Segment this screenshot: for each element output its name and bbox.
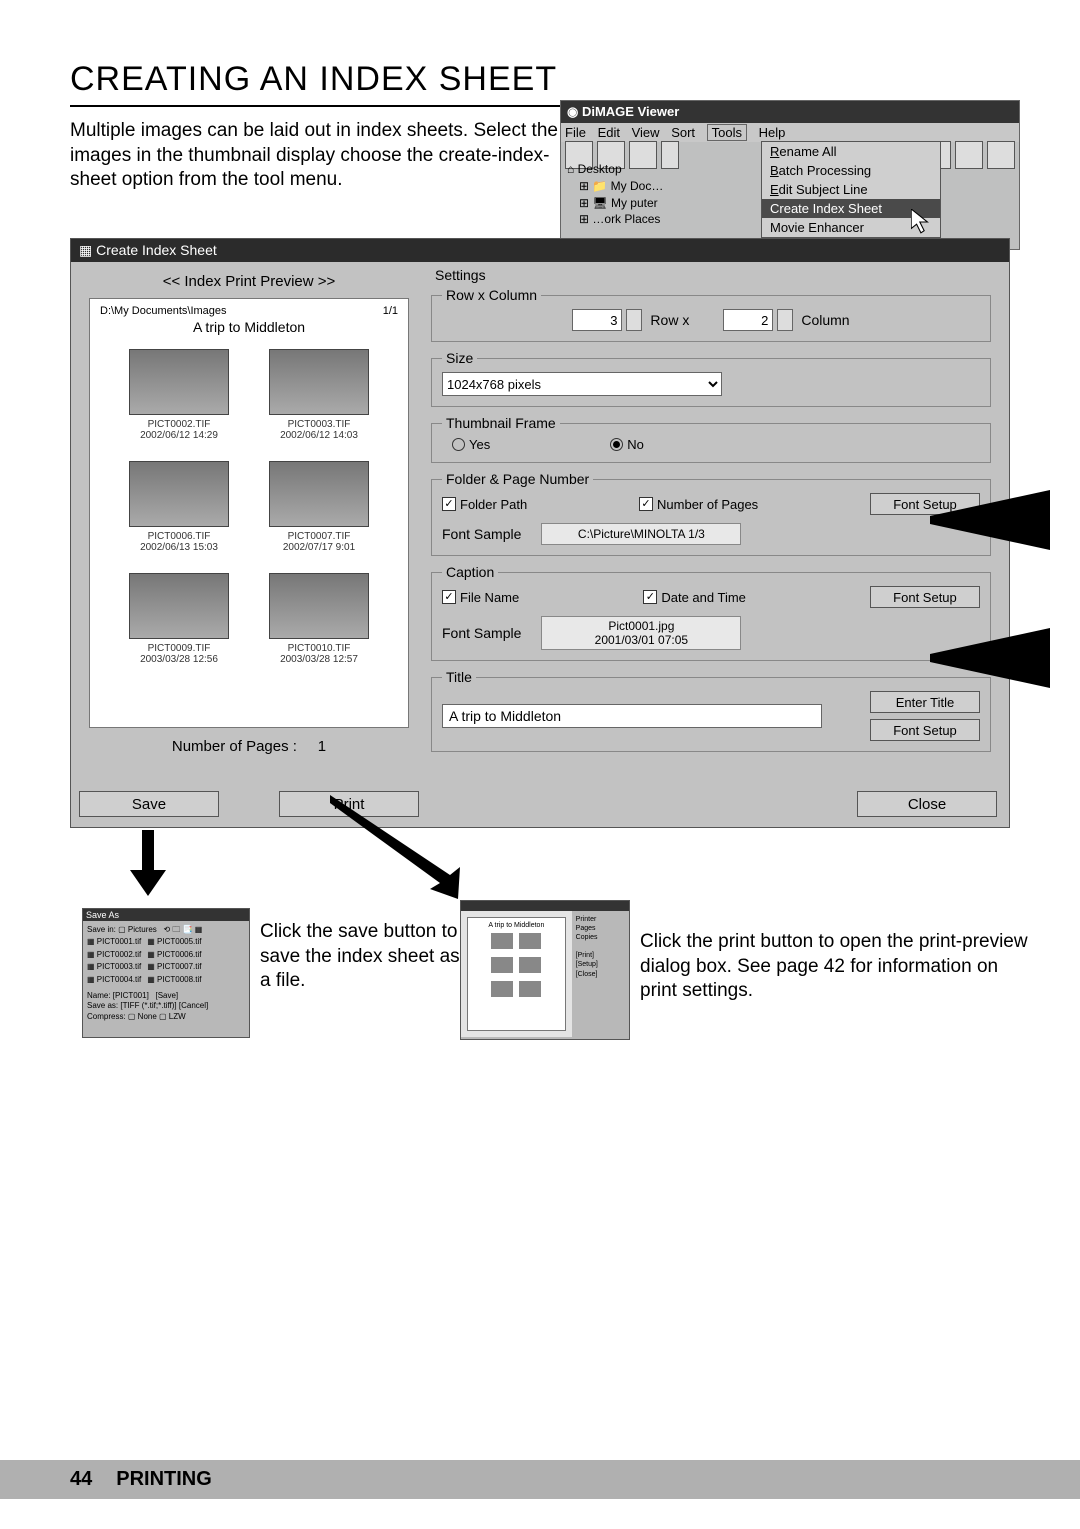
menu-view[interactable]: View — [632, 125, 660, 140]
title-input[interactable]: A trip to Middleton — [442, 704, 822, 728]
menu-file[interactable]: File — [565, 125, 586, 140]
viewer-screenshot: ◉ DiMAGE Viewer File Edit View Sort Tool… — [560, 100, 1020, 250]
caption-font-sample: Pict0001.jpg 2001/03/01 07:05 — [541, 616, 741, 650]
col-label: Column — [801, 312, 849, 328]
settings-panel: Settings Row x Column 3 Row x 2 Column S… — [431, 267, 991, 767]
thumb-item: PICT0010.TIF2003/03/28 12:57 — [264, 573, 374, 665]
create-index-dialog: ▦ Create Index Sheet << Index Print Prev… — [70, 238, 1010, 828]
file-name-check[interactable]: ✓File Name — [442, 590, 519, 605]
col-spinner[interactable] — [777, 309, 793, 331]
tools-item-edit-subject[interactable]: Edit Subject Line — [762, 180, 940, 199]
toolbar-icon[interactable] — [955, 141, 983, 169]
folder-font-sample: C:\Picture\MINOLTA 1/3 — [541, 523, 741, 545]
thumb-item: PICT0003.TIF2002/06/12 14:03 — [264, 349, 374, 441]
mini-save-dialog: Save As Save in: ▢ Pictures ⟲ 🗀 📑 ▦ ▦ PI… — [82, 908, 250, 1038]
toolbar-icon[interactable] — [661, 141, 679, 169]
tools-item-rename[interactable]: RRename Allename All — [762, 142, 940, 161]
preview-pane: << Index Print Preview >> D:\My Document… — [79, 269, 419, 769]
arrow-down — [118, 830, 178, 910]
frame-yes-radio[interactable]: Yes — [452, 437, 490, 452]
caption-font-setup-button[interactable]: Font Setup — [870, 586, 980, 608]
folder-legend: Folder & Page Number — [442, 471, 593, 487]
row-input[interactable]: 3 — [572, 309, 622, 331]
group-size: Size 1024x768 pixels — [431, 350, 991, 407]
num-pages-row: Number of Pages : 1 — [79, 738, 419, 755]
arrow-callout — [930, 628, 1050, 708]
sheet-page-counter: 1/1 — [383, 305, 398, 317]
menu-sort[interactable]: Sort — [671, 125, 695, 140]
dialog-titlebar: ▦ Create Index Sheet — [71, 239, 1009, 262]
tree-item[interactable]: Desktop — [578, 162, 622, 176]
folder-tree: ⌂ Desktop ⊞ 📁 My Doc… ⊞ 🖥 My puter ⊞ …or… — [567, 161, 663, 228]
page-footer: 44 PRINTING — [0, 1460, 1080, 1499]
tree-item[interactable]: My puter — [611, 196, 658, 210]
tree-item[interactable]: …ork Places — [592, 212, 660, 226]
group-frame: Thumbnail Frame Yes No — [431, 415, 991, 463]
frame-no-radio[interactable]: No — [610, 437, 644, 452]
frame-legend: Thumbnail Frame — [442, 415, 560, 431]
settings-label: Settings — [435, 267, 991, 283]
sheet-title: A trip to Middleton — [100, 319, 398, 335]
index-sheet-preview: D:\My Documents\Images 1/1 A trip to Mid… — [89, 298, 409, 728]
dialog-title-text: Create Index Sheet — [96, 242, 217, 258]
menu-edit[interactable]: Edit — [598, 125, 620, 140]
save-button[interactable]: Save — [79, 791, 219, 817]
row-spinner[interactable] — [626, 309, 642, 331]
date-time-check[interactable]: ✓Date and Time — [643, 590, 746, 605]
caption-legend: Caption — [442, 564, 498, 580]
title-font-setup-button[interactable]: Font Setup — [870, 719, 980, 741]
viewer-menubar: File Edit View Sort Tools Help — [561, 123, 1019, 142]
footer-page-number: 44 — [70, 1468, 92, 1491]
intro-text: Multiple images can be laid out in index… — [70, 119, 590, 193]
size-select[interactable]: 1024x768 pixels — [442, 372, 722, 396]
footer-section: PRINTING — [116, 1468, 212, 1491]
col-input[interactable]: 2 — [723, 309, 773, 331]
cursor-icon — [911, 209, 933, 235]
viewer-titlebar: ◉ DiMAGE Viewer — [561, 101, 1019, 123]
caption-font-sample-label: Font Sample — [442, 625, 521, 641]
group-rowcol: Row x Column 3 Row x 2 Column — [431, 287, 991, 342]
thumb-item: PICT0007.TIF2002/07/17 9:01 — [264, 461, 374, 553]
close-button[interactable]: Close — [857, 791, 997, 817]
sheet-path: D:\My Documents\Images — [100, 305, 227, 317]
num-pages-check[interactable]: ✓Number of Pages — [639, 497, 758, 512]
menu-help[interactable]: Help — [759, 125, 786, 140]
group-title: Title A trip to Middleton Enter Title Fo… — [431, 669, 991, 752]
viewer-title-text: DiMAGE Viewer — [582, 104, 679, 119]
print-instruction: Click the print button to open the print… — [640, 930, 1040, 1004]
size-legend: Size — [442, 350, 477, 366]
group-caption: Caption ✓File Name ✓Date and Time Font S… — [431, 564, 991, 661]
rowcol-legend: Row x Column — [442, 287, 541, 303]
tools-item-batch[interactable]: Batch Processing — [762, 161, 940, 180]
toolbar-icon[interactable] — [987, 141, 1015, 169]
folder-path-check[interactable]: ✓Folder Path — [442, 497, 527, 512]
arrow-diag — [330, 795, 470, 915]
thumb-item: PICT0006.TIF2002/06/13 15:03 — [124, 461, 234, 553]
title-legend: Title — [442, 669, 476, 685]
thumb-grid: PICT0002.TIF2002/06/12 14:29 PICT0003.TI… — [100, 349, 398, 665]
thumb-item: PICT0009.TIF2003/03/28 12:56 — [124, 573, 234, 665]
folder-font-sample-label: Font Sample — [442, 526, 521, 542]
preview-label: << Index Print Preview >> — [79, 273, 419, 290]
tree-item[interactable]: My Doc… — [611, 179, 664, 193]
arrow-callout — [930, 490, 1050, 570]
menu-tools[interactable]: Tools — [707, 124, 747, 141]
mini-print-preview: A trip to Middleton Print — [460, 900, 630, 1040]
thumb-item: PICT0002.TIF2002/06/12 14:29 — [124, 349, 234, 441]
save-instruction: Click the save button to save the index … — [260, 920, 460, 994]
row-label: Row x — [650, 312, 689, 328]
group-folder: Folder & Page Number ✓Folder Path ✓Numbe… — [431, 471, 991, 556]
